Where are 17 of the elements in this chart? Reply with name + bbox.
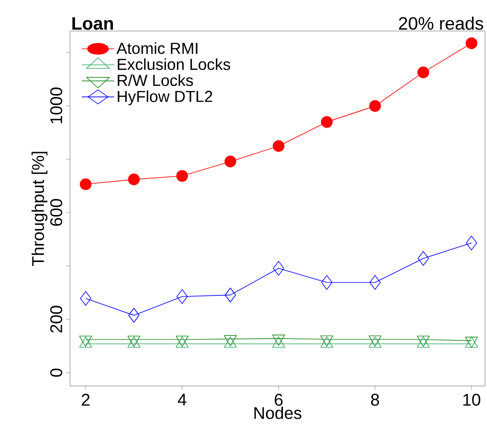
- y-tick-label: 200: [50, 306, 62, 333]
- legend-label: Exclusion Locks: [118, 58, 230, 70]
- y-axis-title: Throughput [%]: [32, 152, 48, 266]
- y-tick-label: 0: [50, 368, 62, 377]
- x-tick-label: 4: [178, 394, 186, 406]
- y-tick-label: 1000: [50, 88, 62, 124]
- legend-label: Atomic RMI: [116, 42, 198, 54]
- chart-title: Loan: [72, 17, 113, 30]
- x-tick-label: 8: [371, 394, 380, 406]
- x-tick-label: 2: [82, 394, 90, 406]
- legend-label: HyFlow DTL2: [118, 90, 212, 106]
- chart-subtitle: 20% reads: [398, 16, 484, 30]
- legend-label: R/W Locks: [118, 74, 193, 86]
- x-axis-title: Nodes: [254, 406, 302, 420]
- y-tick-label: 600: [50, 199, 62, 226]
- x-tick-label: 10: [463, 394, 480, 406]
- x-tick-label: 6: [274, 394, 283, 406]
